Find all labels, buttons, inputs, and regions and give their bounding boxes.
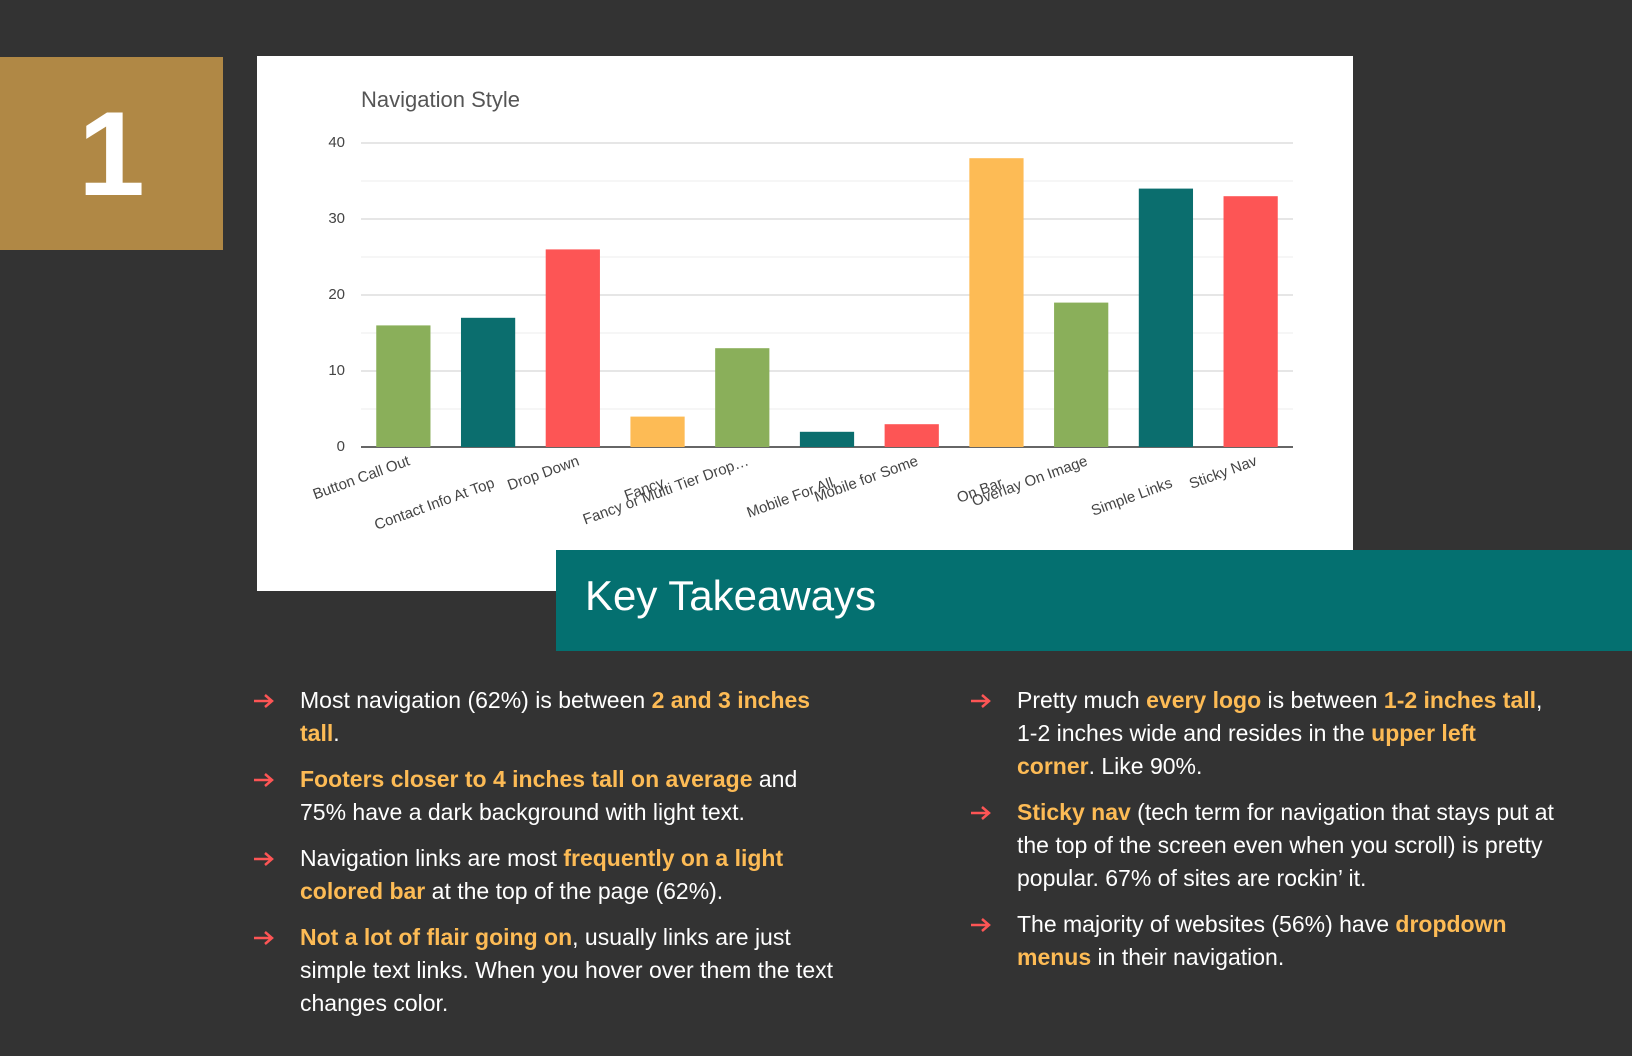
takeaway-item: Navigation links are most frequently on … (253, 842, 843, 908)
chart-panel: Navigation Style 0 10 20 30 40 Button Call Ou… (257, 56, 1353, 591)
y-tick-label: 0 (337, 438, 345, 455)
body-text: is between (1261, 687, 1384, 713)
takeaways-title: Key Takeaways (585, 572, 877, 619)
takeaway-item: The majority of websites (56%) have drop… (970, 908, 1560, 974)
bullet-arrow (254, 773, 274, 787)
bullet-arrow (971, 918, 991, 932)
highlight-text: every logo (1146, 687, 1262, 713)
body-text: (tech term for navigation that stays put… (1017, 799, 1554, 891)
body-text: in their navigation. (1091, 944, 1285, 970)
arrow (254, 773, 274, 787)
body-text: Most navigation (62%) is between (300, 687, 652, 713)
highlight-text: upper left corner (1017, 720, 1476, 779)
body-text: The majority of websites (56%) have (1017, 911, 1396, 937)
y-tick-label: 20 (328, 286, 345, 303)
bar (715, 348, 770, 447)
arrow (971, 806, 991, 820)
bullet-arrow (971, 806, 991, 820)
highlight-text: Sticky nav (1017, 799, 1131, 825)
bar (1138, 188, 1194, 447)
arrow (254, 852, 274, 866)
bar (545, 249, 600, 447)
body-text: , usually links are just simple text lin… (300, 924, 834, 1016)
x-tick-label: Simple Links (1089, 475, 1175, 520)
x-tick-label: Button Call Out (311, 452, 413, 503)
takeaway-item: Sticky nav (tech term for navigation tha… (970, 796, 1560, 895)
highlight-text: 2 and 3 inches tall (300, 687, 811, 746)
x-tick-label: Fancy or Multi Tier Drop… (581, 453, 751, 529)
bar (1054, 302, 1109, 447)
bar (460, 317, 516, 447)
bullet-arrow (254, 931, 274, 945)
takeaway-item: Pretty much every logo is between 1-2 in… (970, 684, 1560, 783)
bullet-arrow (254, 694, 274, 708)
body-text: , 1-2 inches wide and resides in the (1017, 687, 1543, 746)
takeaway-item: Footers closer to 4 inches tall on avera… (253, 763, 843, 829)
x-tick-label: Drop Down (505, 453, 581, 495)
arrow (254, 694, 274, 708)
arrow (254, 931, 274, 945)
bar (799, 431, 855, 447)
slide-number: 1 (0, 57, 223, 250)
takeaways-band: Key Takeaways (556, 550, 1632, 651)
body-text: Pretty much (1017, 687, 1147, 713)
highlight-text: dropdown menus (1017, 911, 1507, 970)
body-text: at the top of the page (62%). (425, 878, 724, 904)
y-tick-label: 30 (328, 210, 345, 227)
x-tick-label: Sticky Nav (1187, 452, 1260, 492)
highlight-text: Not a lot of flair going on (300, 924, 573, 950)
y-tick-label: 40 (328, 134, 345, 151)
bar (630, 416, 685, 447)
highlight-text: 1-2 inches tall (1383, 687, 1537, 713)
chart-title: Navigation Style (361, 87, 520, 112)
bar (1223, 196, 1278, 447)
highlight-text: Footers closer to 4 inches tall on avera… (300, 766, 753, 792)
body-text: Navigation links are most (300, 845, 564, 871)
takeaways-left: Most navigation (62%) is between 2 and 3… (253, 684, 843, 1033)
bullet-arrow (971, 694, 991, 708)
body-text: and 75% have a dark background with ligh… (300, 766, 798, 825)
bar (376, 325, 431, 447)
highlight-text: frequently on a light colored bar (300, 845, 784, 904)
bar (969, 158, 1024, 447)
y-tick-label: 10 (328, 362, 345, 379)
body-text: . (333, 720, 340, 746)
x-tick-label: Contact Info At Top (372, 475, 497, 534)
bullet-arrow (254, 852, 274, 866)
takeaways-right: Pretty much every logo is between 1-2 in… (970, 684, 1560, 987)
arrow (971, 694, 991, 708)
bar (884, 424, 939, 447)
takeaway-item: Not a lot of flair going on, usually lin… (253, 921, 843, 1020)
arrow (971, 918, 991, 932)
takeaway-item: Most navigation (62%) is between 2 and 3… (253, 684, 843, 750)
body-text: . Like 90%. (1088, 753, 1203, 779)
